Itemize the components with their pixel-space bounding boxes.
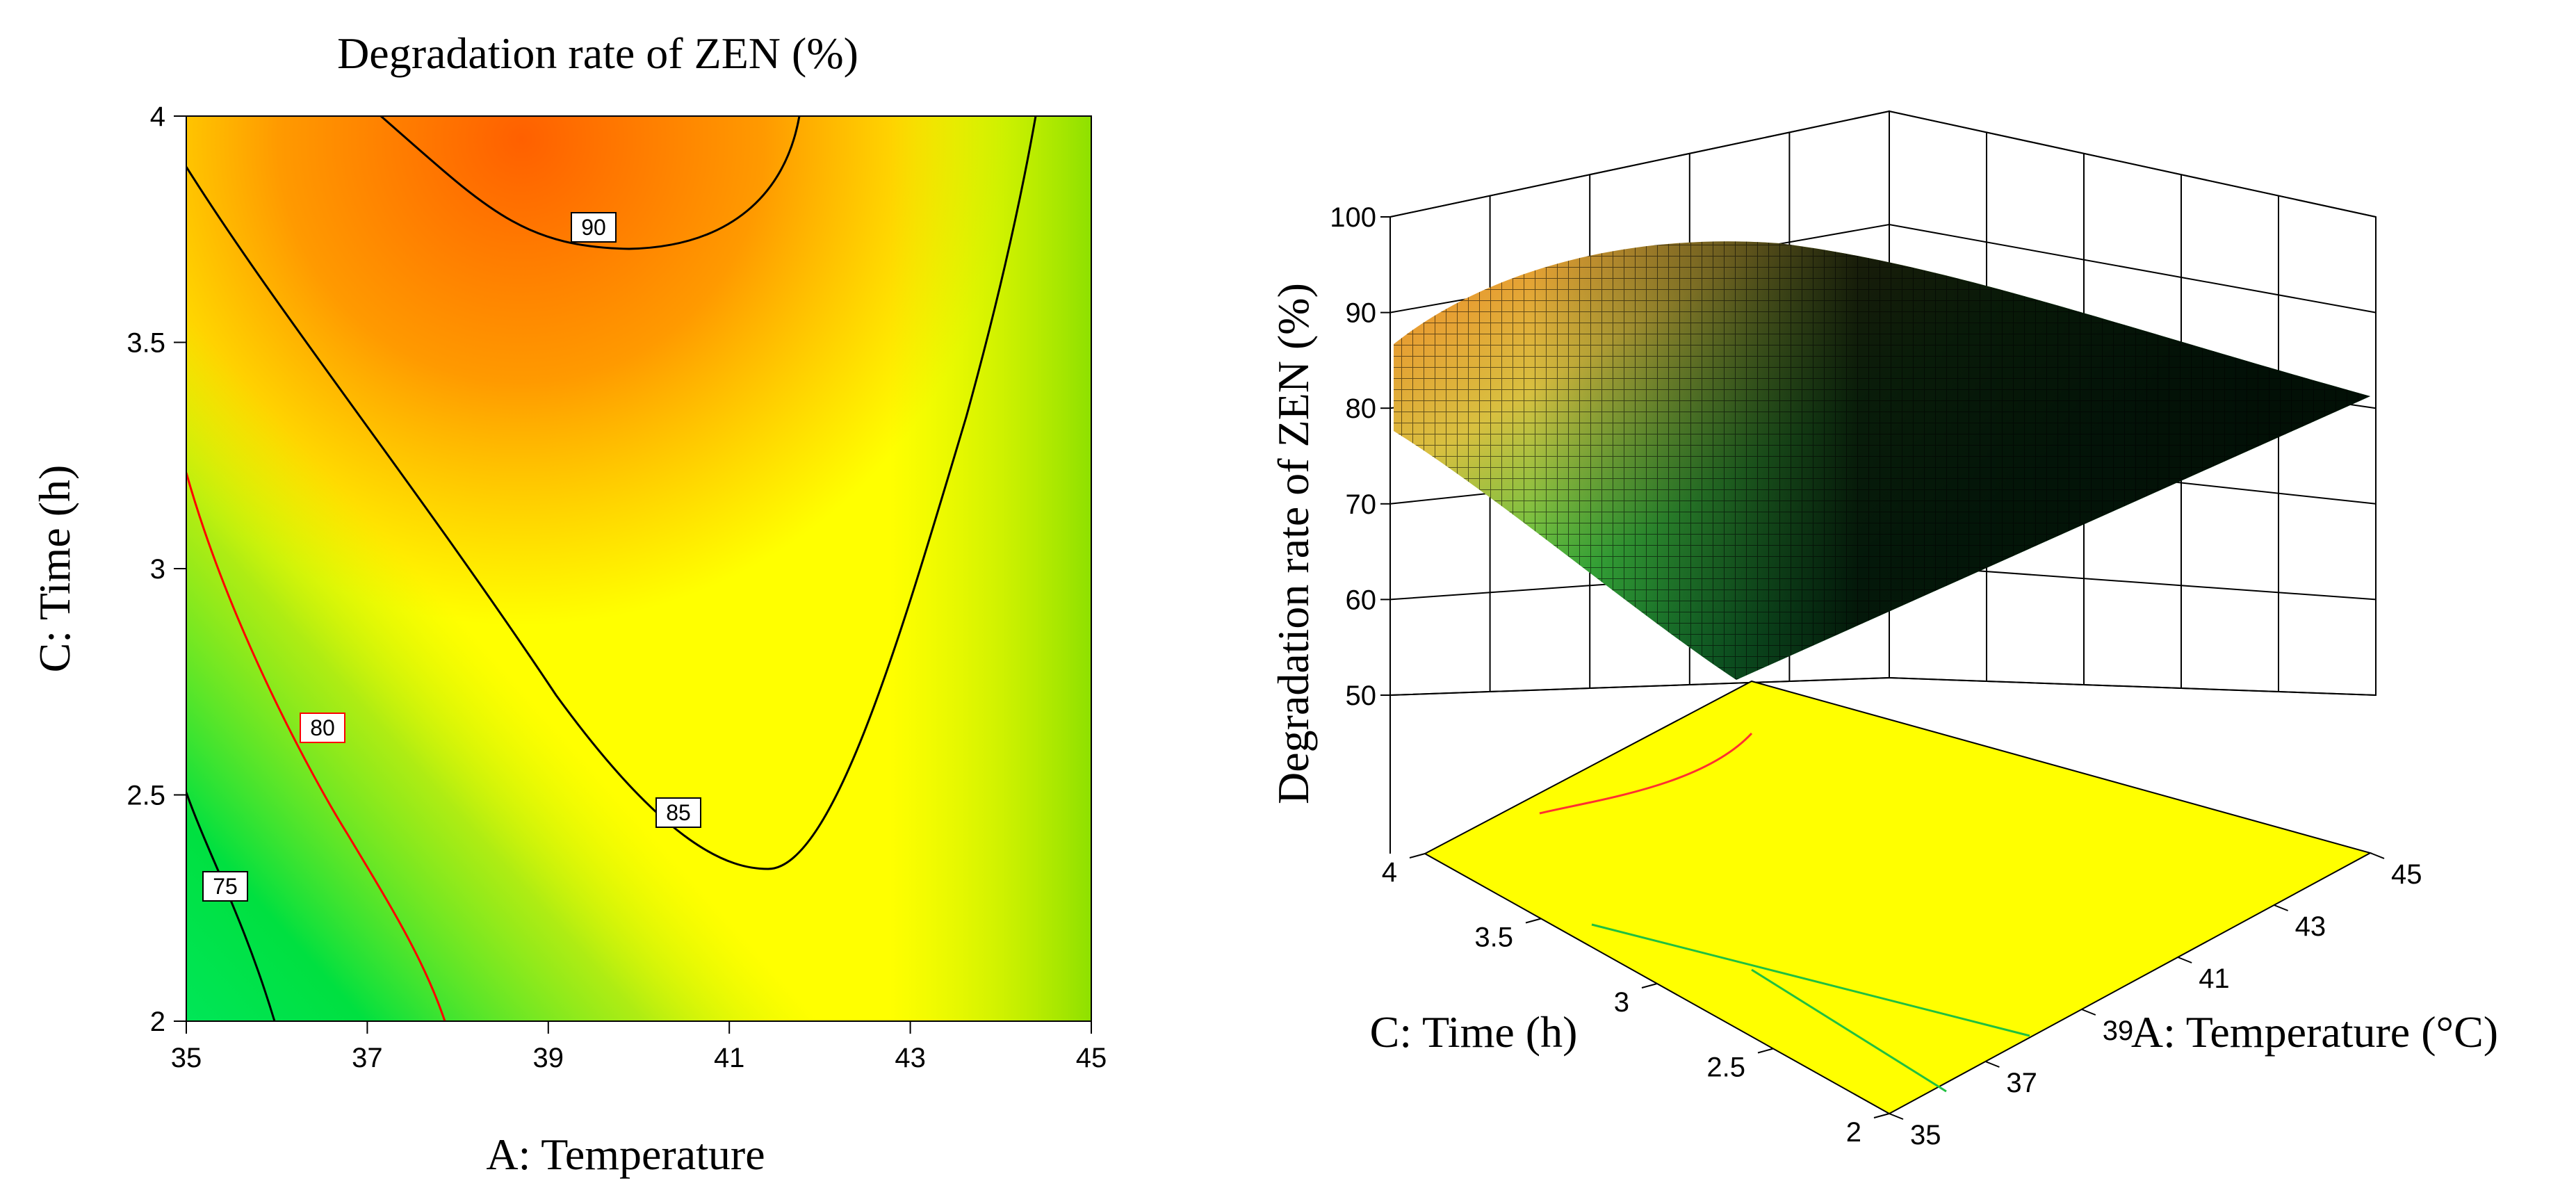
contour-line-85: [186, 116, 1037, 870]
surface-x-tick-label: 39: [2103, 1016, 2134, 1046]
contour-x-tick-label: 39: [533, 1043, 564, 1073]
contour-y-tick-label: 4: [150, 101, 165, 132]
contour-label-75-text: 75: [213, 874, 238, 899]
contour-label-85: 85: [655, 797, 701, 828]
contour-x-ticks: 35 37 39 41 43 45: [171, 1021, 1107, 1073]
surface-z-tick-label: 60: [1346, 585, 1377, 615]
contour-right-region: [186, 116, 1091, 1021]
surface-y-tick-label: 3: [1614, 987, 1629, 1018]
contour-plot: 90 85 80 75 Degradation rate of ZEN (%) …: [30, 29, 1107, 1179]
floor-contour-green-1: [1591, 923, 2030, 1037]
surface-z-tick-label: 50: [1346, 681, 1377, 711]
contour-label-85-text: 85: [666, 800, 691, 825]
surface-z-ticks: 50 60 70 80 90 100: [1330, 202, 1390, 711]
contour-label-75: 75: [202, 871, 248, 902]
contour-title: Degradation rate of ZEN (%): [337, 29, 858, 78]
contour-line-90: [380, 116, 801, 250]
surface-y-tick-mark: [1873, 1113, 1890, 1118]
surface-x-tick-mark: [1889, 1113, 1904, 1120]
surface-y-tick-label: 4: [1382, 857, 1397, 888]
surface-y-axis-label: C: Time (h): [1370, 1007, 1578, 1057]
surface-x-tick-label: 41: [2199, 963, 2230, 994]
surface-plot: 50 60 70 80 90 100 35 37 39 41 43 45 2 2.5 3 3.5 4 Deg…: [1269, 110, 2498, 1150]
surface-x-tick-label: 35: [1910, 1120, 1941, 1150]
surface-z-tick-label: 100: [1330, 202, 1376, 233]
surface-x-ticks: 35 37 39 41 43 45: [1889, 852, 2422, 1150]
contour-label-80-text: 80: [310, 715, 335, 740]
surface-y-tick-label: 2: [1846, 1117, 1861, 1148]
contour-label-90: 90: [571, 212, 617, 243]
surface-x-tick-label: 37: [2006, 1068, 2037, 1098]
surface-y-tick-mark: [1525, 918, 1542, 924]
contour-x-tick-label: 45: [1076, 1043, 1107, 1073]
contour-label-90-text: 90: [581, 215, 606, 240]
surface-y-tick-label: 2.5: [1706, 1052, 1745, 1083]
surface-z-axis-label: Degradation rate of ZEN (%): [1269, 283, 1318, 804]
contour-y-tick-label: 3: [150, 554, 165, 585]
surface-y-tick-mark: [1409, 853, 1426, 859]
surface-x-tick-mark: [2274, 904, 2288, 911]
contour-line-80[interactable]: [186, 472, 446, 1021]
contour-x-tick-label: 37: [352, 1043, 383, 1073]
wall-grid-horizontal: [1389, 676, 2377, 696]
surface-z-tick-label: 90: [1346, 298, 1377, 329]
surface-x-tick-label: 43: [2295, 911, 2326, 942]
surface-y-tick-mark: [1641, 983, 1658, 989]
surface-z-tick-label: 70: [1346, 489, 1377, 520]
surface-x-tick-mark: [2370, 852, 2385, 859]
contour-y-tick-label: 3.5: [127, 328, 165, 359]
contour-x-tick-label: 43: [895, 1043, 926, 1073]
contour-x-tick-label: 35: [171, 1043, 202, 1073]
contour-label-80: 80: [300, 713, 345, 743]
floor-contour-green-2: [1751, 968, 1947, 1093]
surface-x-axis-label: A: Temperature (°C): [2131, 1007, 2498, 1057]
surface-x-tick-mark: [2081, 1009, 2096, 1016]
contour-y-tick-label: 2: [150, 1007, 165, 1037]
surface-x-tick-label: 45: [2391, 859, 2422, 890]
surface-y-tick-label: 3.5: [1474, 922, 1513, 953]
contour-y-ticks: 2 2.5 3 3.5 4: [127, 101, 186, 1037]
surface-x-tick-mark: [2177, 957, 2192, 963]
contour-x-tick-label: 41: [714, 1043, 745, 1073]
surface-y-ticks: 2 2.5 3 3.5 4: [1382, 853, 1890, 1148]
surface-z-tick-label: 80: [1346, 393, 1377, 424]
wall-grid-horizontal: [1389, 110, 2377, 218]
contour-y-axis-label: C: Time (h): [30, 465, 79, 673]
contour-y-tick-label: 2.5: [127, 781, 165, 811]
surface-y-tick-mark: [1757, 1048, 1774, 1054]
surface-x-tick-mark: [1985, 1061, 2000, 1068]
response-surface: [1394, 241, 2370, 680]
contour-x-axis-label: A: Temperature: [486, 1130, 765, 1179]
floor-contour-red: [1539, 732, 1753, 815]
